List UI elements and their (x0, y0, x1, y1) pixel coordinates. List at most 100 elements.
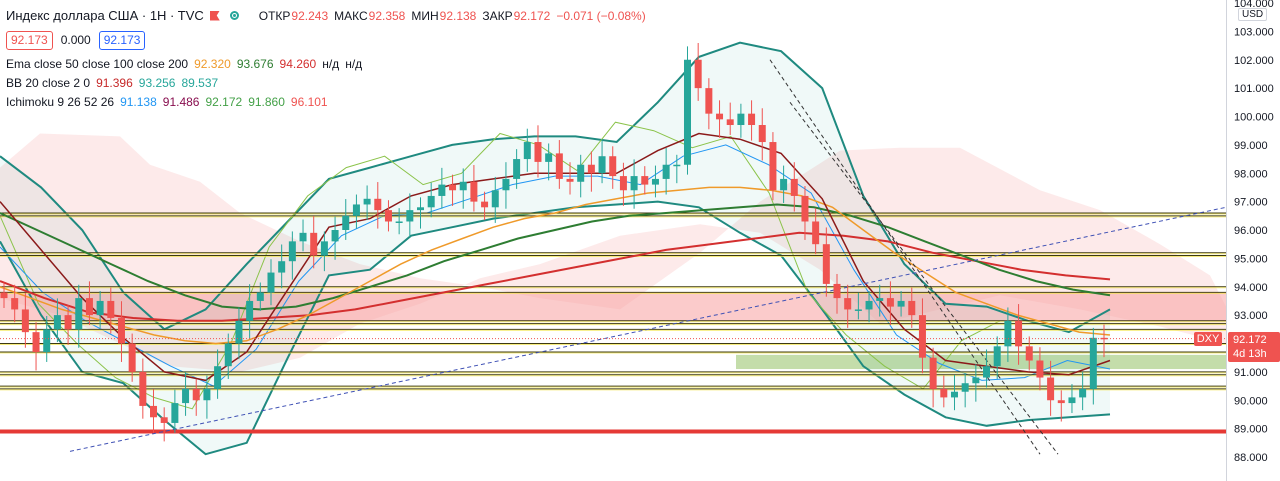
ema100-line (0, 203, 1111, 311)
candle-body (53, 315, 61, 330)
trend-line-ascending (69, 206, 1227, 452)
bar-countdown: 4d 13h (1233, 347, 1267, 360)
bid-ask-row: 92.173 0.000 92.173 (6, 29, 646, 51)
candle-body (288, 241, 296, 262)
price-tick-label: 100.000 (1234, 112, 1274, 124)
ohlc-low-value: 92.138 (439, 8, 477, 23)
candle-body (310, 232, 318, 256)
candle-body (85, 298, 93, 316)
candle-body (267, 272, 275, 293)
candle-body (705, 88, 713, 114)
candle-body (993, 346, 1001, 367)
ema50-line (0, 186, 1111, 345)
candle-body (139, 371, 147, 406)
candle-body (224, 343, 232, 367)
resistance-zone (0, 292, 1226, 321)
candle-body (758, 125, 766, 143)
candle-body (726, 119, 734, 126)
candle-body (801, 195, 809, 222)
candle-body (598, 156, 606, 174)
candle-body (299, 232, 307, 242)
candle-body (673, 164, 681, 167)
candle-body (566, 178, 574, 182)
candle-body (1068, 397, 1076, 404)
candle-body (384, 210, 392, 222)
ema-legend-row[interactable]: Ema close 50 close 100 close 200 92.320 … (6, 54, 646, 73)
ohlc-close-value: 92.172 (513, 8, 551, 23)
bollinger-lower (0, 200, 1111, 456)
price-tick-label: 90.000 (1234, 395, 1268, 407)
current-price-value: 92.172 (1233, 333, 1267, 346)
candle-body (961, 383, 969, 392)
candle-body (876, 298, 884, 301)
bb-lower-value: 89.537 (181, 75, 219, 90)
bb-legend-row[interactable]: BB 20 close 2 0 91.396 93.256 89.537 (6, 73, 646, 92)
buy-button[interactable]: 92.173 (98, 30, 146, 50)
flag-icon[interactable] (209, 10, 220, 21)
candle-body (278, 261, 286, 273)
candle-body (491, 190, 499, 208)
candle-body (395, 221, 403, 223)
market-status-icon[interactable] (229, 11, 239, 20)
ohlc-high-value: 92.358 (368, 8, 406, 23)
candle-body (75, 298, 83, 330)
candle-body (983, 366, 991, 378)
price-tick-label: 93.000 (1234, 310, 1268, 322)
ema-na-2: н/д (345, 56, 363, 71)
trend-line-descending-1 (769, 59, 1041, 455)
candle-body (320, 241, 328, 256)
candle-body (555, 153, 563, 179)
candle-body (683, 59, 691, 165)
price-tick-label: 94.000 (1234, 282, 1268, 294)
candle-body (886, 298, 894, 307)
ohlc-open-label: ОТКР (258, 8, 291, 23)
candle-body (150, 405, 158, 418)
sell-button[interactable]: 92.173 (6, 30, 53, 50)
current-price-badge: 92.172 4d 13h (1228, 331, 1280, 362)
candle-body (363, 198, 371, 205)
candle-body (737, 113, 745, 126)
symbol-badge: DXY (1194, 331, 1222, 346)
candle-body (513, 159, 521, 179)
candle-body (96, 300, 104, 316)
ichimoku-v5: 96.101 (290, 94, 328, 109)
ema-name: Ema close 50 close 100 close 200 (6, 56, 189, 71)
candle-body (406, 210, 414, 222)
spread-value: 0.000 (60, 33, 91, 47)
candle-body (523, 142, 531, 160)
currency-label[interactable]: USD (1238, 8, 1268, 21)
candle-body (940, 388, 948, 398)
candle-body (972, 377, 980, 384)
candle-body (427, 195, 435, 208)
candle-body (417, 207, 425, 211)
ohlc-close-label: ЗАКР (482, 8, 513, 23)
legend: Индекс доллара США · 1H · TVC ОТКР 92.243… (6, 6, 646, 111)
bb-upper-value: 93.256 (138, 75, 176, 90)
candle-body (854, 309, 862, 311)
symbol-title[interactable]: Индекс доллара США · 1H · TVC (6, 8, 204, 23)
candle-body (780, 178, 788, 191)
candle-body (481, 201, 489, 208)
price-tick-label: 102.000 (1234, 55, 1274, 67)
candle-body (1036, 360, 1044, 378)
candle-body (1089, 337, 1097, 389)
candle-body (844, 298, 852, 310)
candle-body (331, 230, 339, 242)
price-tick-label: 101.000 (1234, 83, 1274, 95)
candle-body (0, 292, 8, 299)
candle-body (246, 300, 254, 321)
ema200-line (0, 231, 1111, 322)
candle-body (1015, 320, 1023, 347)
candle-body (64, 315, 72, 330)
candle-body (449, 184, 457, 191)
candle-body (502, 178, 510, 191)
ichimoku-legend-row[interactable]: Ichimoku 9 26 52 26 91.138 91.486 92.172… (6, 92, 646, 111)
ichimoku-name: Ichimoku 9 26 52 26 (6, 94, 115, 109)
candle-body (769, 142, 777, 191)
price-tick-label: 88.000 (1234, 452, 1268, 464)
candle-body (171, 403, 179, 423)
candle-body (545, 153, 553, 162)
candle-body (587, 164, 595, 174)
